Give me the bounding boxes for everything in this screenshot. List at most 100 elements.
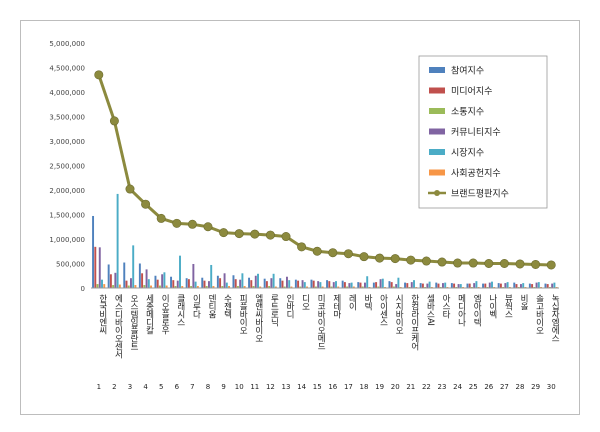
rank-label-24: 24 <box>453 383 462 391</box>
category-label-26: 나이벡 <box>487 294 497 319</box>
bar-4-1 <box>98 247 101 288</box>
brand-index-point-27 <box>499 259 509 269</box>
y-tick-label: 3,500,000 <box>49 114 85 122</box>
bar-4-23 <box>442 283 444 288</box>
brand-index-point-16 <box>328 248 338 258</box>
bar-5-29 <box>537 282 540 288</box>
brand-index-point-7 <box>187 219 197 229</box>
brand-index-point-1 <box>94 70 104 80</box>
bar-1-21 <box>404 282 407 288</box>
rank-label-30: 30 <box>547 383 556 391</box>
y-axis: 0 500,000 1,000,000 1,500,000 2,000,000 2,500… <box>49 40 85 293</box>
bar-1-26 <box>482 283 485 288</box>
legend-swatch-1 <box>429 67 445 73</box>
rank-label-23: 23 <box>438 383 447 391</box>
bar-3-4 <box>143 285 146 288</box>
bar-4-24 <box>457 284 460 288</box>
bar-6-4 <box>150 285 153 288</box>
bar-1-25 <box>466 283 469 288</box>
bar-series <box>92 193 558 288</box>
category-label-9: 수젠텍 <box>222 294 232 319</box>
rank-label-6: 6 <box>175 383 180 391</box>
bar-4-7 <box>192 263 195 288</box>
bar-5-13 <box>288 280 291 288</box>
legend-point-swatch <box>434 190 440 196</box>
bar-3-3 <box>127 285 130 288</box>
y-tick-label: 3,000,000 <box>49 138 85 146</box>
brand-index-point-6 <box>172 218 182 228</box>
bar-6-17 <box>352 286 355 288</box>
category-label-22: 셀바스AI <box>425 293 435 325</box>
brand-index-point-10 <box>234 229 244 239</box>
legend-label-4: 커뮤니티지수 <box>451 127 501 138</box>
category-label-24: 메디아나 <box>456 294 466 327</box>
category-label-10: 피플바이오 <box>238 294 248 334</box>
brand-index-point-4 <box>141 199 151 209</box>
rank-label-19: 19 <box>375 383 384 391</box>
bar-1-20 <box>388 281 391 288</box>
y-tick-label: 5,000,000 <box>49 40 85 48</box>
bar-1-6 <box>170 276 173 288</box>
bar-4-17 <box>348 283 351 288</box>
bar-2-11 <box>250 280 253 288</box>
bar-4-6 <box>176 280 179 288</box>
brand-index-point-26 <box>484 259 494 269</box>
category-label-17: 레이 <box>347 294 357 311</box>
legend-label-2: 미디어지수 <box>451 86 492 97</box>
category-label-19: 아이센스 <box>378 293 388 326</box>
bar-6-5 <box>165 285 168 288</box>
bar-2-29 <box>531 284 534 288</box>
bar-6-2 <box>118 284 121 288</box>
bar-1-9 <box>216 275 219 288</box>
bar-3-10 <box>236 286 239 288</box>
bar-5-16 <box>335 281 337 288</box>
bar-5-12 <box>272 273 275 288</box>
bar-2-14 <box>297 280 300 288</box>
bar-1-4 <box>138 263 141 288</box>
bar-6-16 <box>337 286 340 288</box>
bar-4-8 <box>208 281 210 288</box>
bar-4-26 <box>488 282 491 288</box>
bar-3-17 <box>346 286 349 288</box>
category-label-11: 엘앤씨바이오 <box>253 294 263 342</box>
bar-5-8 <box>210 264 213 288</box>
bar-5-26 <box>491 281 493 288</box>
bar-1-16 <box>326 280 329 288</box>
bar-5-17 <box>350 282 353 288</box>
bar-2-16 <box>328 281 331 288</box>
brand-index-point-14 <box>297 242 307 252</box>
brand-index-point-11 <box>250 229 260 239</box>
bar-4-18 <box>364 282 366 288</box>
bar-1-2 <box>107 264 110 288</box>
category-label-21: 한컴라이프케어 <box>409 294 419 351</box>
bar-5-19 <box>381 278 384 288</box>
category-label-15: 미코바이오메드 <box>316 294 326 350</box>
bar-1-14 <box>294 279 297 288</box>
bar-6-9 <box>228 286 231 288</box>
bar-5-28 <box>522 283 525 288</box>
bar-5-10 <box>241 273 244 288</box>
bar-2-19 <box>375 282 378 288</box>
brand-index-point-24 <box>453 258 463 268</box>
bar-4-15 <box>317 281 320 288</box>
bar-5-9 <box>225 282 228 288</box>
legend-swatch-5 <box>429 149 445 155</box>
bar-1-17 <box>341 280 344 288</box>
bar-1-27 <box>497 283 500 288</box>
x-axis: 한국비엔씨 1 에스디바이오센서 2 오스템임플란트 3 세종메디칼 4 이오플로우 5 클래시스 6… <box>91 287 560 391</box>
rank-label-13: 13 <box>282 383 291 391</box>
legend-label-5: 시장지수 <box>451 148 484 159</box>
bar-4-10 <box>239 279 242 288</box>
bar-2-2 <box>109 274 112 288</box>
bar-2-22 <box>421 283 424 288</box>
bar-2-3 <box>125 280 128 288</box>
category-label-12: 루트로닉 <box>269 294 279 327</box>
brand-index-point-15 <box>312 246 322 256</box>
bar-6-8 <box>212 286 215 288</box>
bar-5-25 <box>475 281 478 288</box>
bar-6-12 <box>274 286 277 288</box>
bar-1-24 <box>450 283 453 288</box>
legend-swatch-4 <box>429 128 445 135</box>
brand-index-point-8 <box>203 222 213 232</box>
bar-2-26 <box>484 283 487 288</box>
